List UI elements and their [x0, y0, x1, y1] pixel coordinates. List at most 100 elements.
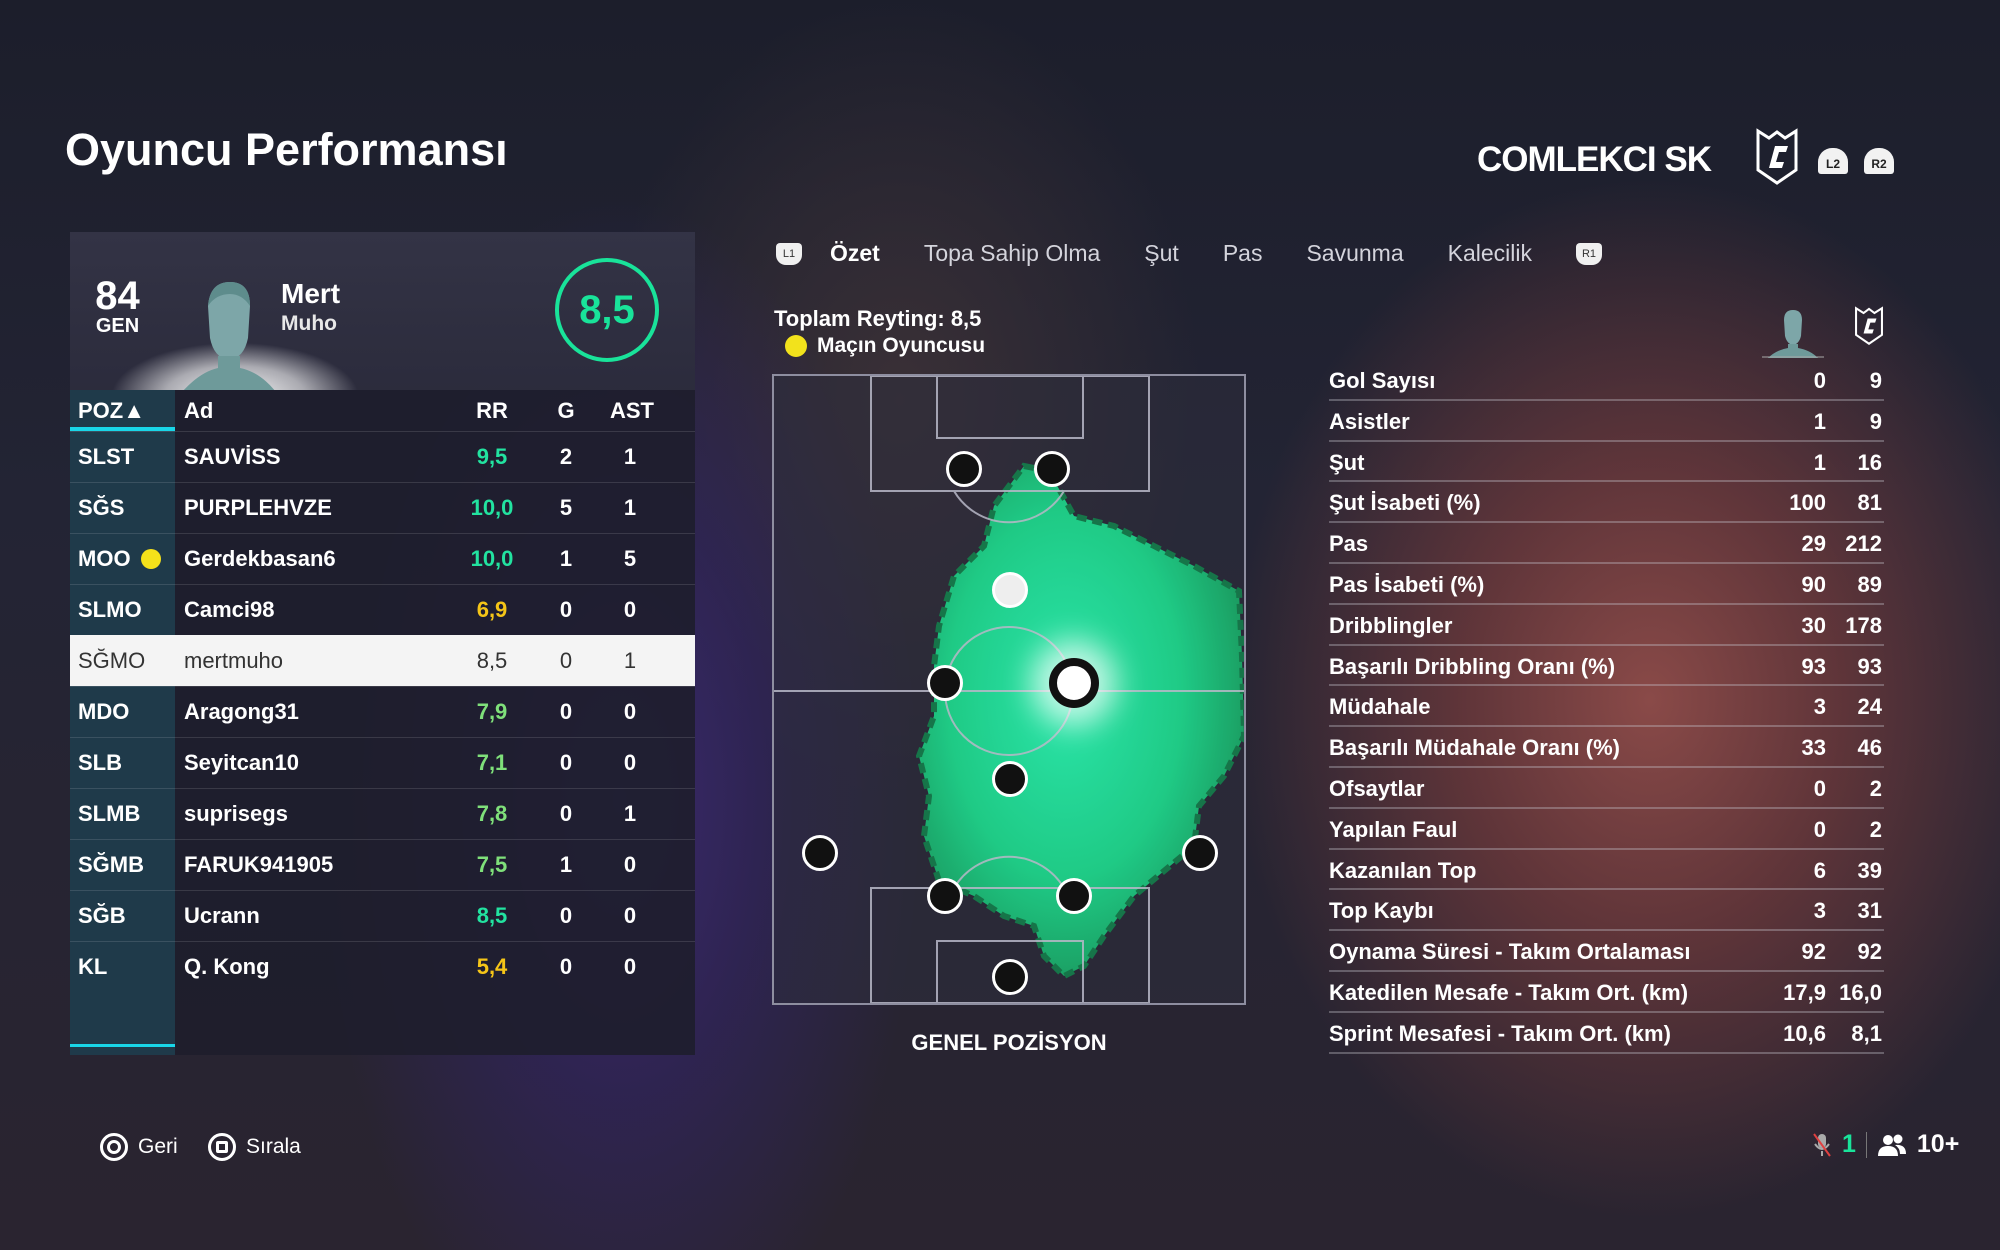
- stat-label: Başarılı Dribbling Oranı (%): [1329, 653, 1616, 679]
- player-rating: 9,5: [462, 444, 522, 470]
- player-last-name: Muho: [281, 312, 337, 335]
- player-name: SAUVİSS: [184, 444, 281, 470]
- col-ast[interactable]: AST: [610, 397, 654, 423]
- sort-button[interactable]: Sırala: [208, 1133, 301, 1161]
- stat-player-value: 0: [1813, 368, 1826, 393]
- stat-team-value: 9: [1869, 408, 1882, 434]
- player-rating-text: 8,5: [476, 648, 508, 673]
- stat-team-value: 9: [1869, 368, 1882, 393]
- player-position: MDO: [78, 699, 129, 725]
- player-name-text: SAUVİSS: [184, 444, 281, 469]
- party-icon[interactable]: [1877, 1133, 1907, 1157]
- player-goals: 0: [546, 954, 586, 980]
- player-rating-text: 10,0: [470, 495, 514, 520]
- player-goals-text: 0: [559, 903, 573, 928]
- stat-label: Ofsaytlar: [1329, 775, 1425, 801]
- player-position-text: SLB: [78, 750, 122, 775]
- stat-team-value: 16,0: [1839, 979, 1882, 1005]
- player-position-text: SĞMB: [78, 852, 144, 877]
- table-row[interactable]: SĞB Ucrann 8,5 0 0: [70, 890, 695, 941]
- stat-player-value: 1: [1813, 449, 1826, 475]
- player-position: SLMO: [78, 597, 142, 623]
- stat-team-value: 16: [1857, 449, 1882, 475]
- table-row[interactable]: SĞMO mertmuho 8,5 0 1: [70, 635, 695, 686]
- stat-player-value: 100: [1789, 490, 1826, 516]
- team-name: COMLEKCI SK: [1477, 140, 1712, 179]
- player-goals: 5: [546, 495, 586, 521]
- page-title: Oyuncu Performansı: [65, 124, 508, 175]
- player-goals: 0: [546, 648, 586, 674]
- player-name: Camci98: [184, 597, 275, 623]
- club-badge-icon: [1756, 128, 1798, 185]
- player-position-text: SLMO: [78, 597, 142, 622]
- player-position: SLMB: [78, 801, 140, 827]
- stat-row: Başarılı Dribbling Oranı (%) 93 93: [1329, 646, 1884, 687]
- player-name-text: Aragong31: [184, 699, 299, 724]
- player-position: KL: [78, 954, 107, 980]
- player-assists: 1: [610, 801, 650, 827]
- player-goals: 0: [546, 903, 586, 929]
- player-name-text: Ucrann: [184, 903, 260, 928]
- tab-possession[interactable]: Topa Sahip Olma: [923, 240, 1101, 266]
- r2-button[interactable]: R2: [1864, 148, 1894, 174]
- table-row[interactable]: SĞS PURPLEHVZE 10,0 5 1: [70, 482, 695, 533]
- col-name[interactable]: Ad: [184, 397, 214, 423]
- stat-player-value: 90: [1801, 571, 1826, 597]
- table-row[interactable]: SLST SAUVİSS 9,5 2 1: [70, 431, 695, 482]
- player-assists: 0: [610, 597, 650, 623]
- r1-label: R1: [1581, 247, 1597, 260]
- table-row[interactable]: SLB Seyitcan10 7,1 0 0: [70, 737, 695, 788]
- stat-row: Gol Sayısı 0 9: [1329, 360, 1884, 401]
- stat-row: Kazanılan Top 6 39: [1329, 850, 1884, 891]
- player-assists: 0: [610, 750, 650, 776]
- table-row[interactable]: KL Q. Kong 5,4 0 0: [70, 941, 695, 992]
- table-row[interactable]: MDO Aragong31 7,9 0 0: [70, 686, 695, 737]
- player-assists-text: 0: [623, 750, 637, 775]
- r1-button[interactable]: R1: [1576, 242, 1602, 265]
- col-rr[interactable]: RR: [476, 397, 508, 423]
- tab-passing[interactable]: Pas: [1222, 240, 1263, 266]
- col-g[interactable]: G: [557, 397, 575, 423]
- player-goals-text: 0: [559, 954, 573, 979]
- player-goals-text: 0: [559, 597, 573, 622]
- stat-label: Yapılan Faul: [1329, 816, 1458, 842]
- stat-row: Sprint Mesafesi - Takım Ort. (km) 10,6 8,1: [1329, 1013, 1884, 1054]
- tab-summary[interactable]: Özet: [830, 240, 880, 266]
- pitch-markings: [774, 376, 1244, 1003]
- mic-muted-icon[interactable]: [1812, 1132, 1832, 1158]
- col-pos[interactable]: POZ▲: [78, 397, 145, 423]
- player-avatar-icon: [1762, 310, 1824, 358]
- table-row[interactable]: SĞMB FARUK941905 7,5 1 0: [70, 839, 695, 890]
- table-row[interactable]: SLMO Camci98 6,9 0 0: [70, 584, 695, 635]
- stat-player-value: 93: [1801, 653, 1826, 679]
- table-body: SLST SAUVİSS 9,5 2 1 SĞS PURPLEHVZE 10,0 5 1 MOO Ge…: [70, 431, 695, 992]
- position-column-bg: [70, 390, 175, 1055]
- stat-row: Katedilen Mesafe - Takım Ort. (km) 17,9 16…: [1329, 972, 1884, 1013]
- player-rating-text: 10,0: [470, 546, 514, 571]
- player-position-text: SĞMO: [78, 648, 146, 673]
- player-rating: 6,9: [462, 597, 522, 623]
- stat-player-value: 30: [1801, 612, 1826, 638]
- l2-button[interactable]: L2: [1818, 148, 1848, 174]
- table-row[interactable]: SLMB suprisegs 7,8 0 1: [70, 788, 695, 839]
- table-row[interactable]: MOO Gerdekbasan6 10,0 1 5: [70, 533, 695, 584]
- player-assists-text: 5: [623, 546, 637, 571]
- motm-teammate-marker: [992, 572, 1028, 608]
- tab-shooting[interactable]: Şut: [1144, 240, 1179, 266]
- stat-label: Top Kaybı: [1329, 898, 1434, 924]
- stat-row: Şut 1 16: [1329, 442, 1884, 483]
- l1-button[interactable]: L1: [776, 242, 802, 265]
- motm-label: Maçın Oyuncusu: [817, 334, 986, 357]
- player-rating: 5,4: [462, 954, 522, 980]
- stat-team-value: 92: [1857, 939, 1882, 965]
- player-assists: 1: [610, 444, 650, 470]
- tab-defending[interactable]: Savunma: [1306, 240, 1404, 266]
- back-button[interactable]: Geri: [100, 1133, 178, 1161]
- stat-label: Pas İsabeti (%): [1329, 571, 1485, 597]
- player-assists-text: 0: [623, 954, 637, 979]
- player-position: SĞMB: [78, 852, 144, 878]
- tab-goalkeeping[interactable]: Kalecilik: [1447, 240, 1532, 266]
- circle-button-icon: [100, 1133, 128, 1161]
- player-position-text: SĞS: [78, 495, 125, 520]
- stat-label: Şut: [1329, 449, 1365, 475]
